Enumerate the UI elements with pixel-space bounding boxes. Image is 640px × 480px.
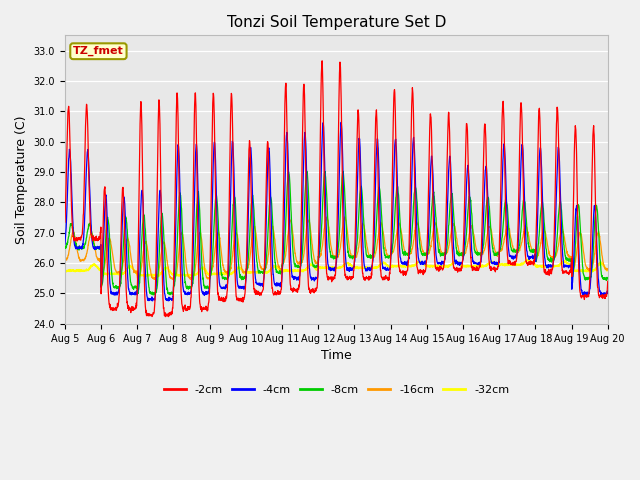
Y-axis label: Soil Temperature (C): Soil Temperature (C) — [15, 115, 28, 244]
Text: TZ_fmet: TZ_fmet — [73, 46, 124, 56]
Title: Tonzi Soil Temperature Set D: Tonzi Soil Temperature Set D — [227, 15, 446, 30]
Legend: -2cm, -4cm, -8cm, -16cm, -32cm: -2cm, -4cm, -8cm, -16cm, -32cm — [159, 380, 513, 399]
X-axis label: Time: Time — [321, 349, 352, 362]
